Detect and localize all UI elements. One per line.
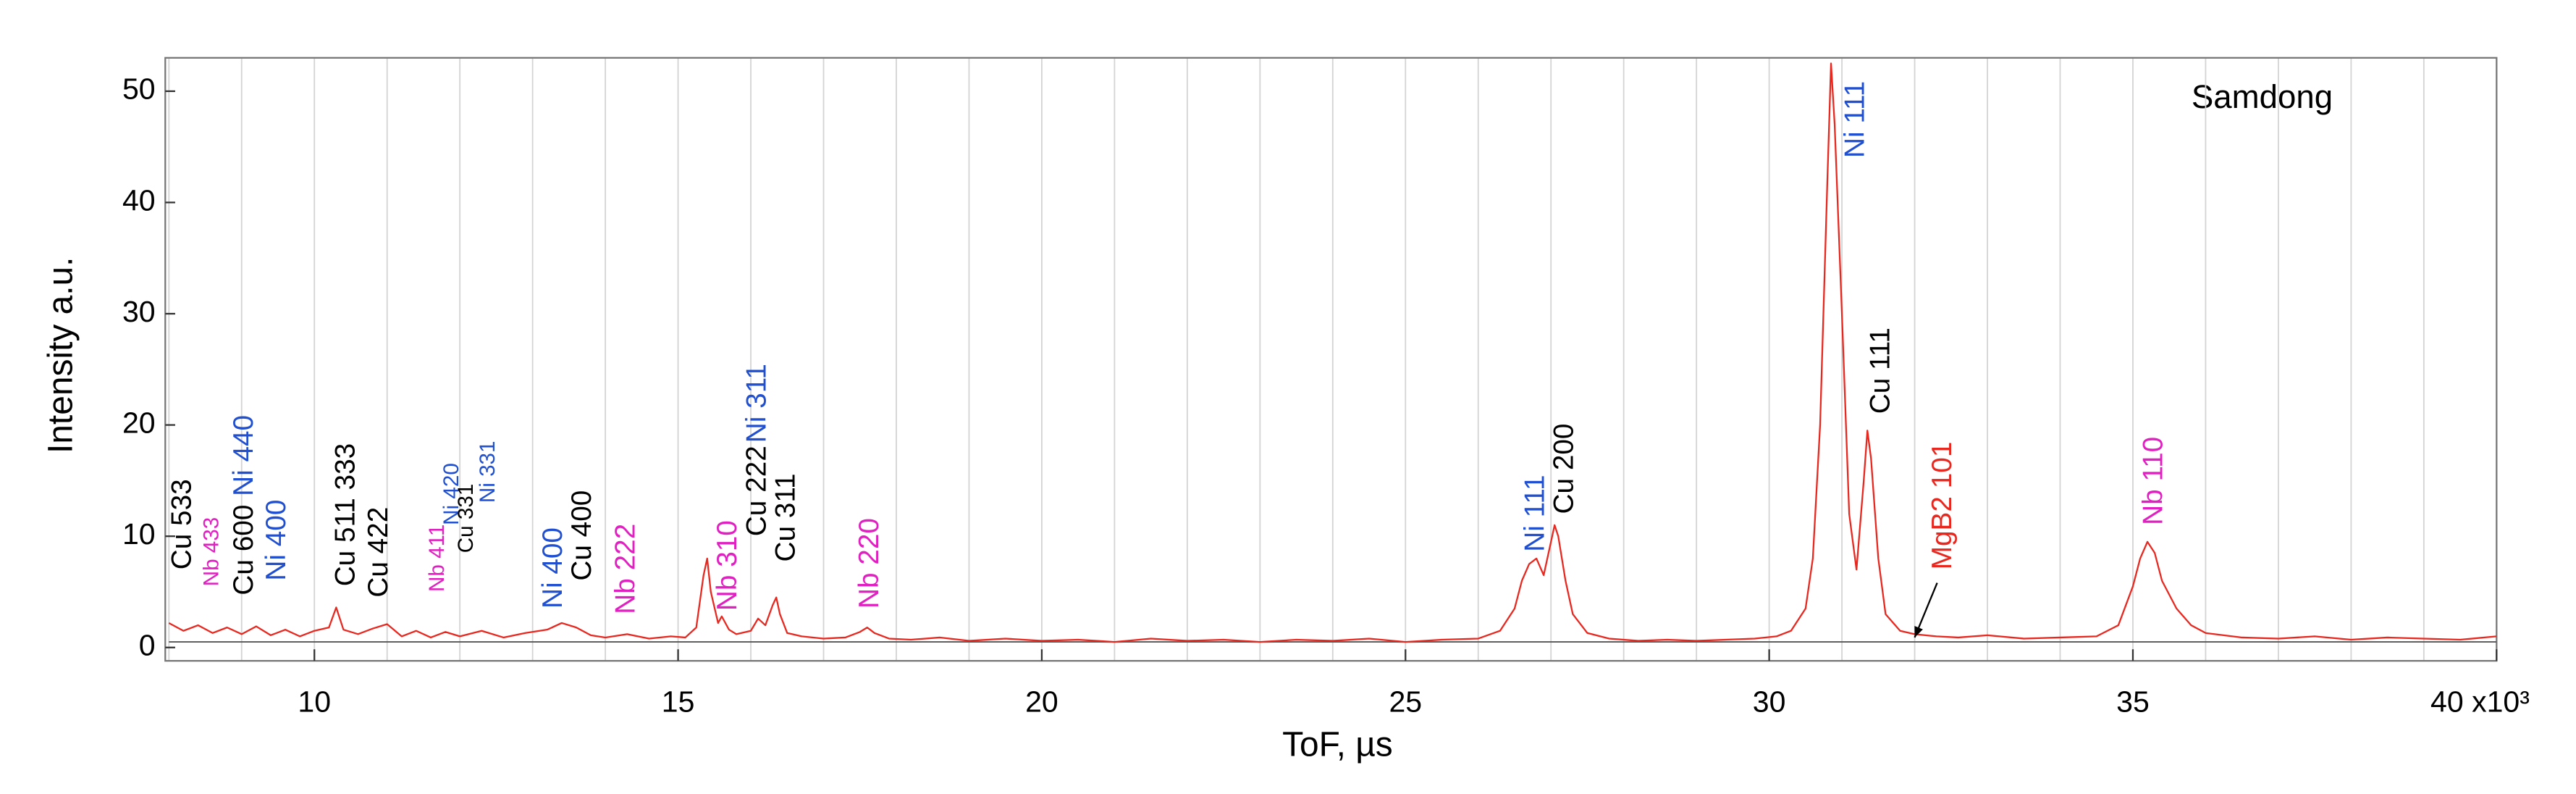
spectrum-line — [168, 62, 2497, 643]
peak-label: Nb 310 — [712, 520, 743, 611]
peak-label: Cu 600 — [228, 505, 259, 596]
x-tick-label: 40 x10³ — [2430, 685, 2530, 718]
peak-label: Cu 533 — [167, 479, 198, 569]
y-tick-label: 20 — [122, 406, 156, 439]
peak-label: Ni 420 — [439, 463, 463, 525]
peak-label: Nb 411 — [425, 525, 449, 592]
peak-label: Nb 433 — [199, 517, 223, 587]
peak-label: Ni 440 — [228, 415, 259, 496]
plot-frame — [164, 57, 2498, 662]
x-tick-label: 30 — [1753, 685, 1786, 718]
y-axis-label: Intensity a.u. — [42, 257, 80, 454]
x-tick-label: 35 — [2116, 685, 2150, 718]
peak-label: Ni 111 — [1519, 475, 1550, 551]
peak-label: Cu 400 — [566, 490, 597, 581]
y-tick-label: 0 — [139, 629, 156, 662]
x-axis-label: ToF, µs — [1282, 725, 1393, 764]
peak-label: Cu 331 — [454, 484, 478, 553]
peak-label: Ni 400 — [537, 527, 568, 609]
peak-label: MgB2 101 — [1927, 442, 1958, 570]
peak-label: Cu 311 — [770, 473, 801, 561]
x-tick-label: 20 — [1025, 685, 1058, 718]
plot-area — [168, 62, 2497, 643]
peak-label: Cu 111 — [1865, 327, 1896, 414]
peak-label: Ni 331 — [476, 440, 500, 503]
peak-label: Ni 400 — [261, 500, 292, 581]
x-tick-label: 15 — [662, 685, 695, 718]
peak-label: Ni 311 — [741, 364, 772, 443]
y-tick-label: 30 — [122, 295, 156, 328]
peak-label: Nb 220 — [854, 518, 885, 609]
x-tick-label: 10 — [298, 685, 331, 718]
peak-label: Cu 222 — [741, 446, 772, 536]
y-tick-label: 50 — [122, 72, 156, 106]
annotation-arrowhead — [1914, 625, 1923, 638]
peak-label: Cu 422 — [363, 507, 394, 598]
peak-label: Nb 222 — [610, 524, 641, 614]
peak-label: Cu 511 333 — [330, 443, 361, 587]
y-tick-label: 10 — [122, 517, 156, 551]
peak-label: Cu 200 — [1549, 424, 1580, 514]
sample-label: Samdong — [2192, 78, 2333, 115]
peak-label: Ni 111 — [1839, 81, 1870, 158]
y-tick-label: 40 — [122, 183, 156, 217]
peak-label: Nb 110 — [2137, 437, 2168, 525]
x-tick-label: 25 — [1389, 685, 1422, 718]
